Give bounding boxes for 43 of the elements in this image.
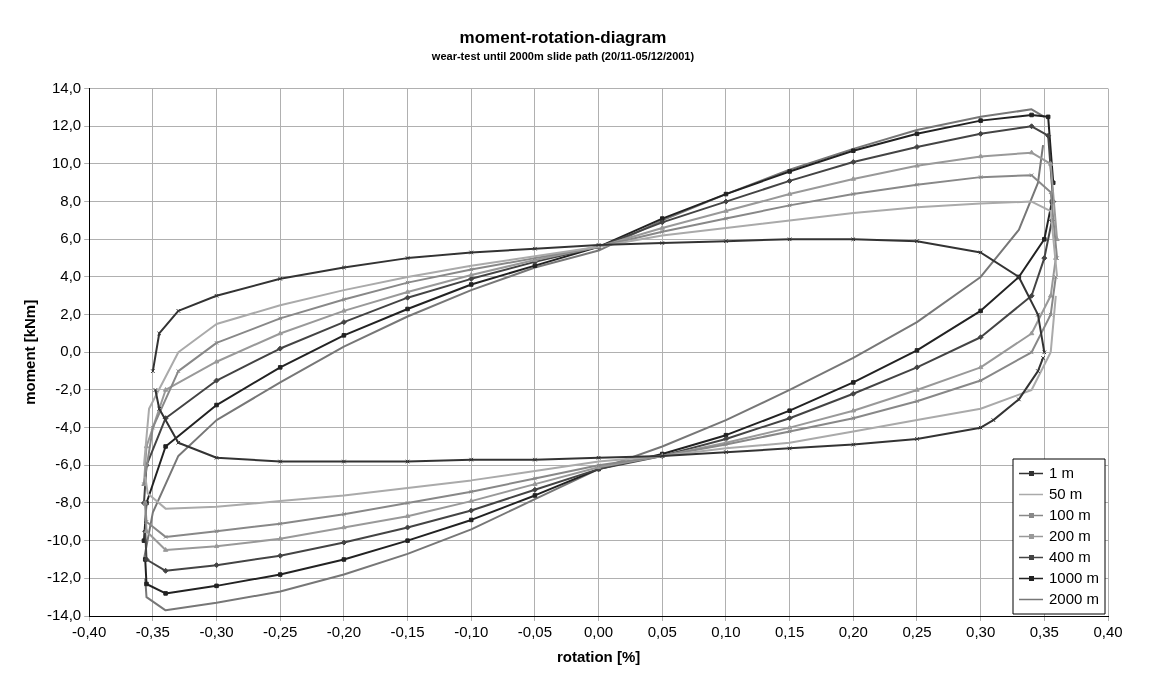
x-tick-label: -0,25: [263, 623, 298, 641]
y-tick-label: 0,0: [60, 342, 82, 360]
legend-label: 1000 m: [1049, 568, 1100, 586]
chart-subtitle: wear-test until 2000m slide path (20/11-05/12/2001): [430, 50, 695, 63]
y-tick-label: -12,0: [46, 568, 82, 586]
legend-label: 400 m: [1049, 547, 1091, 565]
y-tick-label: 12,0: [51, 116, 82, 134]
y-tick-label: -6,0: [55, 455, 82, 473]
y-tick-label: 10,0: [51, 154, 82, 172]
x-tick-label: -0,30: [199, 623, 234, 641]
y-tick-label: -10,0: [46, 530, 82, 548]
y-axis-title: moment [kNm]: [21, 299, 39, 405]
x-tick-label: 0,40: [1093, 623, 1123, 641]
y-tick-label: -14,0: [46, 606, 82, 624]
x-tick-label: -0,10: [454, 623, 489, 641]
x-tick-label: 0,35: [1029, 623, 1059, 641]
x-tick-label: 0,05: [647, 623, 677, 641]
x-tick-label: -0,20: [326, 623, 361, 641]
legend-label: 1 m: [1049, 463, 1075, 481]
x-tick-label: -0,40: [72, 623, 107, 641]
x-axis-title: rotation [%]: [556, 648, 641, 666]
y-tick-label: 2,0: [60, 304, 82, 322]
legend-label: 200 m: [1049, 526, 1091, 544]
y-tick-label: 14,0: [51, 78, 82, 96]
x-tick-label: 0,15: [775, 623, 805, 641]
legend-label: 2000 m: [1049, 589, 1100, 607]
y-tick-label: 4,0: [60, 267, 82, 285]
x-tick-label: 0,20: [838, 623, 868, 641]
x-tick-label: -0,05: [517, 623, 553, 641]
chart-title: moment-rotation-diagram: [459, 27, 667, 47]
legend-label: 100 m: [1049, 505, 1091, 523]
y-tick-label: 6,0: [60, 229, 82, 247]
x-tick-label: -0,35: [135, 623, 170, 641]
x-tick-label: 0,10: [711, 623, 741, 641]
legend-label: 50 m: [1049, 484, 1083, 502]
x-tick-label: 0,25: [902, 623, 932, 641]
y-tick-label: -8,0: [55, 493, 82, 511]
x-tick-label: 0,00: [583, 623, 614, 641]
x-tick-label: 0,30: [966, 623, 996, 641]
y-tick-label: -4,0: [55, 417, 82, 435]
y-tick-label: -2,0: [55, 380, 82, 398]
y-tick-label: 8,0: [60, 191, 82, 209]
x-tick-label: -0,15: [390, 623, 425, 641]
